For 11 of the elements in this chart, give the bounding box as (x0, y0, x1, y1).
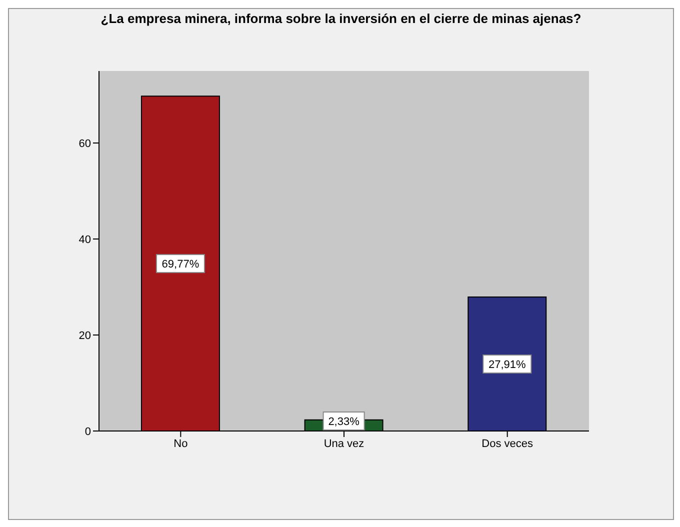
x-tick-label: Una vez (324, 438, 364, 450)
y-tick-label: 0 (84, 426, 91, 438)
y-tick-label: 20 (78, 330, 91, 342)
data-label: 27,91% (488, 359, 526, 372)
y-tick-label: 60 (78, 138, 91, 150)
x-tick-label: Dos veces (482, 438, 534, 450)
x-tick-label: No (174, 438, 188, 450)
data-label: 69,77% (162, 258, 200, 271)
y-tick-label: 40 (78, 234, 91, 246)
chart-title: ¿La empresa minera, informa sobre la inversión en el cierre de minas ajenas? (100, 10, 582, 28)
data-label: 2,33% (328, 416, 360, 428)
